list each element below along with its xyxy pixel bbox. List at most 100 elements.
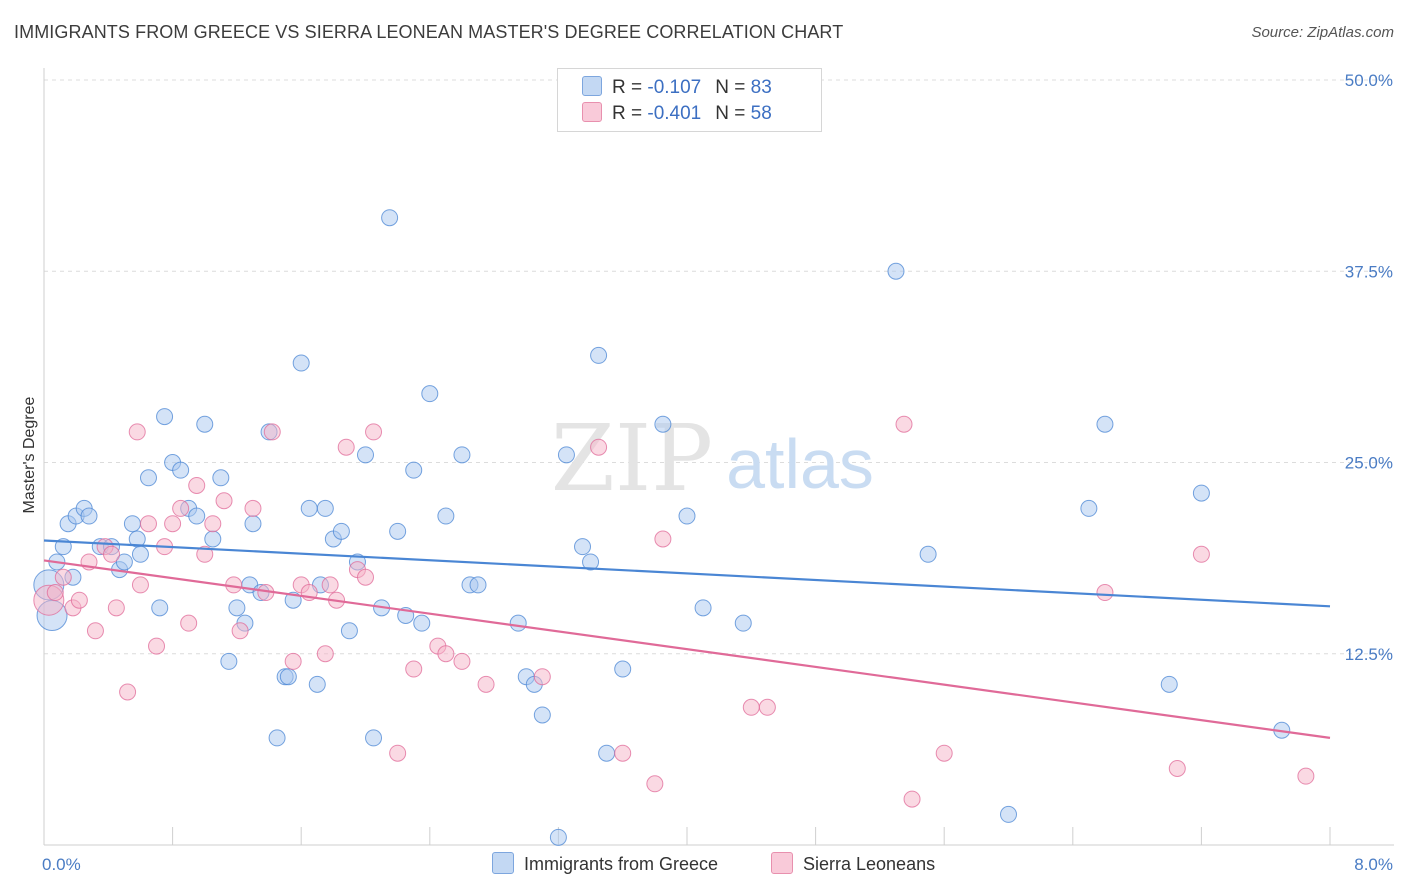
data-point <box>598 744 616 762</box>
data-point <box>263 423 281 441</box>
n-value-sierra: 58 <box>750 103 772 124</box>
data-point <box>151 599 169 617</box>
trend-line-sierra <box>43 559 1331 739</box>
y-tick-label: 12.5% <box>1345 645 1393 664</box>
data-point <box>54 568 72 586</box>
legend-label-sierra: Sierra Leoneans <box>803 854 936 874</box>
data-point <box>654 530 672 548</box>
data-point <box>1192 545 1210 563</box>
data-point <box>1168 760 1186 777</box>
data-point <box>582 553 600 571</box>
data-point <box>477 675 495 693</box>
data-point <box>357 446 374 464</box>
data-point <box>614 744 632 762</box>
data-point <box>119 683 137 701</box>
data-point <box>284 652 302 670</box>
legend-swatch-greece-bottom <box>492 852 514 874</box>
data-point <box>509 614 527 632</box>
data-point <box>405 660 423 678</box>
data-point <box>646 775 664 793</box>
data-point <box>742 698 760 716</box>
data-point <box>321 576 339 594</box>
data-point <box>574 538 592 556</box>
legend-item-sierra: Sierra Leoneans <box>771 852 935 875</box>
data-point <box>131 576 149 594</box>
data-point <box>316 499 334 517</box>
data-point <box>590 438 608 456</box>
data-point <box>204 515 222 533</box>
watermark: ZIP atlas <box>551 405 874 512</box>
data-point <box>533 706 551 724</box>
data-point <box>148 637 166 655</box>
data-point <box>1096 584 1114 602</box>
data-point <box>156 408 174 426</box>
data-point <box>212 469 230 487</box>
data-points <box>33 209 1315 846</box>
data-point <box>279 668 297 686</box>
data-point <box>1297 767 1315 785</box>
legend-row-sierra: R = -0.401 N = 58 <box>582 102 772 126</box>
data-point <box>164 515 182 533</box>
axes <box>43 68 1394 846</box>
data-point <box>180 614 198 632</box>
trend-lines <box>43 539 1331 739</box>
legend-swatch-greece <box>582 76 602 96</box>
correlation-legend: R = -0.107 N = 83 R = -0.401 N = 58 <box>557 68 822 132</box>
r-label: R = <box>612 103 648 124</box>
data-point <box>204 530 222 548</box>
data-point <box>172 461 190 479</box>
trend-line-greece <box>43 539 1331 608</box>
data-point <box>453 652 471 670</box>
r-value-greece: -0.107 <box>647 77 702 98</box>
data-point <box>128 423 146 441</box>
data-point <box>694 599 712 617</box>
series-greece <box>33 209 1291 846</box>
data-point <box>103 545 121 563</box>
data-point <box>172 499 190 517</box>
data-point <box>405 461 423 479</box>
data-point <box>80 507 98 525</box>
x-tick-label: 8.0% <box>1354 855 1393 874</box>
data-point <box>337 438 355 456</box>
legend-label-greece: Immigrants from Greece <box>524 854 719 874</box>
data-point <box>231 622 249 640</box>
data-point <box>614 660 632 678</box>
data-point <box>332 522 350 540</box>
data-point <box>389 744 407 762</box>
r-value-sierra: -0.401 <box>647 103 702 124</box>
data-point <box>557 446 575 464</box>
y-tick-label: 37.5% <box>1345 262 1393 281</box>
watermark-zip: ZIP <box>551 405 713 512</box>
data-point <box>86 622 104 640</box>
data-point <box>188 476 206 494</box>
data-point <box>935 744 953 762</box>
data-point <box>389 522 407 540</box>
data-point <box>413 614 431 632</box>
n-label: N = <box>715 77 751 98</box>
data-point <box>678 507 696 525</box>
data-point <box>244 499 262 517</box>
data-point <box>188 507 206 525</box>
data-point <box>469 576 487 594</box>
data-point <box>421 385 439 403</box>
data-point <box>758 698 776 716</box>
data-point <box>1096 415 1114 433</box>
data-point <box>895 415 913 433</box>
data-point <box>300 499 318 517</box>
tick-labels: 12.5% 25.0% 37.5% 50.0% 0.0% 8.0% <box>42 71 1393 874</box>
n-value-greece: 83 <box>750 77 772 98</box>
data-point <box>919 545 937 563</box>
data-point <box>453 446 471 464</box>
data-point <box>308 675 326 693</box>
data-point <box>139 515 157 533</box>
data-point <box>437 645 455 663</box>
data-point <box>365 729 383 747</box>
grid-lines <box>44 79 1394 655</box>
data-point <box>220 652 238 670</box>
data-point <box>196 545 214 563</box>
legend-row-greece: R = -0.107 N = 83 <box>582 76 772 100</box>
legend-item-greece: Immigrants from Greece <box>492 852 718 875</box>
data-point <box>654 415 672 433</box>
data-point <box>292 354 310 372</box>
